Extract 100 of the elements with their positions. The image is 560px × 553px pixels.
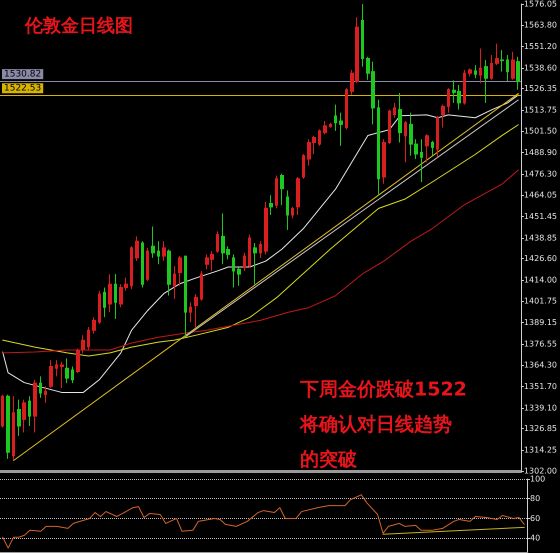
y-tick-label: 1438.85: [524, 233, 558, 242]
candlestick: [388, 109, 391, 145]
candlestick: [39, 376, 42, 398]
candlestick: [361, 4, 364, 68]
candlestick: [323, 120, 327, 135]
ref-line-label: 1530.82: [4, 70, 42, 80]
line-series: [2, 124, 519, 356]
candlestick: [253, 242, 257, 285]
candlestick: [495, 43, 499, 66]
candlestick: [441, 104, 445, 128]
candlestick: [463, 69, 466, 106]
candlestick: [184, 256, 187, 338]
candlestick: [302, 154, 305, 180]
candlestick: [474, 64, 477, 79]
candlestick: [151, 226, 155, 258]
y-tick-label: 1451.45: [524, 212, 558, 221]
annotation: 将确认对日线趋势: [299, 414, 452, 436]
candlestick: [345, 88, 348, 130]
y-tick-label: 1339.10: [524, 403, 558, 412]
y-tick-label: 1576.05: [524, 0, 558, 8]
candlestick: [22, 399, 26, 433]
candlestick: [393, 102, 396, 118]
y-tick-label: 1351.70: [524, 382, 558, 391]
candlestick: [189, 302, 192, 323]
y-tick-label: 1551.20: [524, 42, 558, 51]
y-tick-label: 1476.30: [524, 169, 558, 178]
candlestick: [479, 48, 482, 84]
candlestick: [178, 256, 182, 286]
candlestick: [318, 128, 321, 146]
candlestick: [511, 51, 515, 80]
candlestick: [404, 120, 407, 163]
candlestick: [232, 254, 235, 288]
annotation: 的突破: [300, 448, 358, 470]
y-tick-label: 1401.75: [524, 296, 558, 306]
candlestick: [447, 88, 450, 114]
candlestick: [506, 54, 509, 82]
candlestick: [141, 240, 144, 288]
candlestick: [135, 236, 139, 262]
candlestick: [259, 240, 262, 258]
candlestick: [157, 240, 160, 265]
ref-line-label: 1522.53: [4, 84, 42, 94]
candlestick: [108, 274, 112, 313]
candlestick: [173, 266, 176, 300]
candlestick: [194, 294, 198, 328]
y-tick-label: 1302.00: [524, 466, 558, 476]
y-tick-label: 1501.50: [524, 126, 558, 136]
y-tick-label: 1314.25: [524, 446, 558, 455]
y-tick-label: 60: [530, 514, 540, 523]
candlestick: [468, 68, 472, 78]
candlestick: [269, 194, 273, 216]
candlestick: [431, 140, 434, 156]
candlestick: [6, 394, 10, 460]
candlestick: [92, 316, 96, 334]
candlestick: [296, 176, 300, 216]
candlestick: [216, 230, 219, 254]
candlestick: [237, 267, 241, 286]
candlestick: [87, 326, 90, 351]
candlestick: [12, 396, 15, 462]
candlestick: [286, 190, 289, 230]
y-tick-label: 1464.05: [524, 190, 558, 200]
line-series: [2, 170, 519, 354]
candlestick: [55, 360, 58, 377]
y-tick-label: 40: [530, 534, 540, 543]
candlestick: [162, 240, 166, 262]
candlestick: [71, 366, 74, 384]
y-tick-label: 1414.00: [524, 276, 558, 285]
candlestick: [103, 286, 106, 318]
line-series: [2, 494, 525, 549]
candlestick: [436, 116, 439, 158]
candlestick: [291, 206, 294, 219]
candlestick: [516, 56, 520, 90]
candlestick: [1, 394, 4, 428]
candlestick: [275, 175, 278, 209]
candlestick: [114, 274, 117, 320]
candlestick: [49, 360, 53, 389]
candlestick: [398, 92, 402, 143]
y-tick-label: 1526.35: [524, 84, 558, 94]
candlestick: [490, 54, 493, 80]
candlestick: [130, 246, 133, 290]
candlestick: [329, 122, 332, 128]
candlestick: [425, 134, 429, 163]
candlestick: [382, 138, 386, 184]
candlestick: [65, 358, 69, 384]
candlestick: [17, 399, 21, 436]
y-tick-label: 1538.60: [524, 63, 558, 72]
candlestick: [334, 104, 337, 132]
candlestick: [98, 290, 101, 324]
text: 伦敦金日线图: [24, 16, 133, 36]
candlestick: [243, 252, 246, 272]
annotation: 下周金价跌破1522: [299, 378, 467, 400]
candlestick: [248, 234, 251, 268]
candlestick: [33, 379, 37, 433]
y-tick-label: 1426.60: [524, 254, 558, 264]
candlestick: [28, 396, 31, 427]
y-tick-label: 1326.85: [524, 424, 558, 434]
candlestick: [339, 112, 343, 146]
y-tick-label: 1389.15: [524, 318, 558, 327]
y-tick-label: 80: [530, 494, 540, 504]
candlestick: [484, 59, 488, 104]
candlestick: [167, 248, 171, 296]
